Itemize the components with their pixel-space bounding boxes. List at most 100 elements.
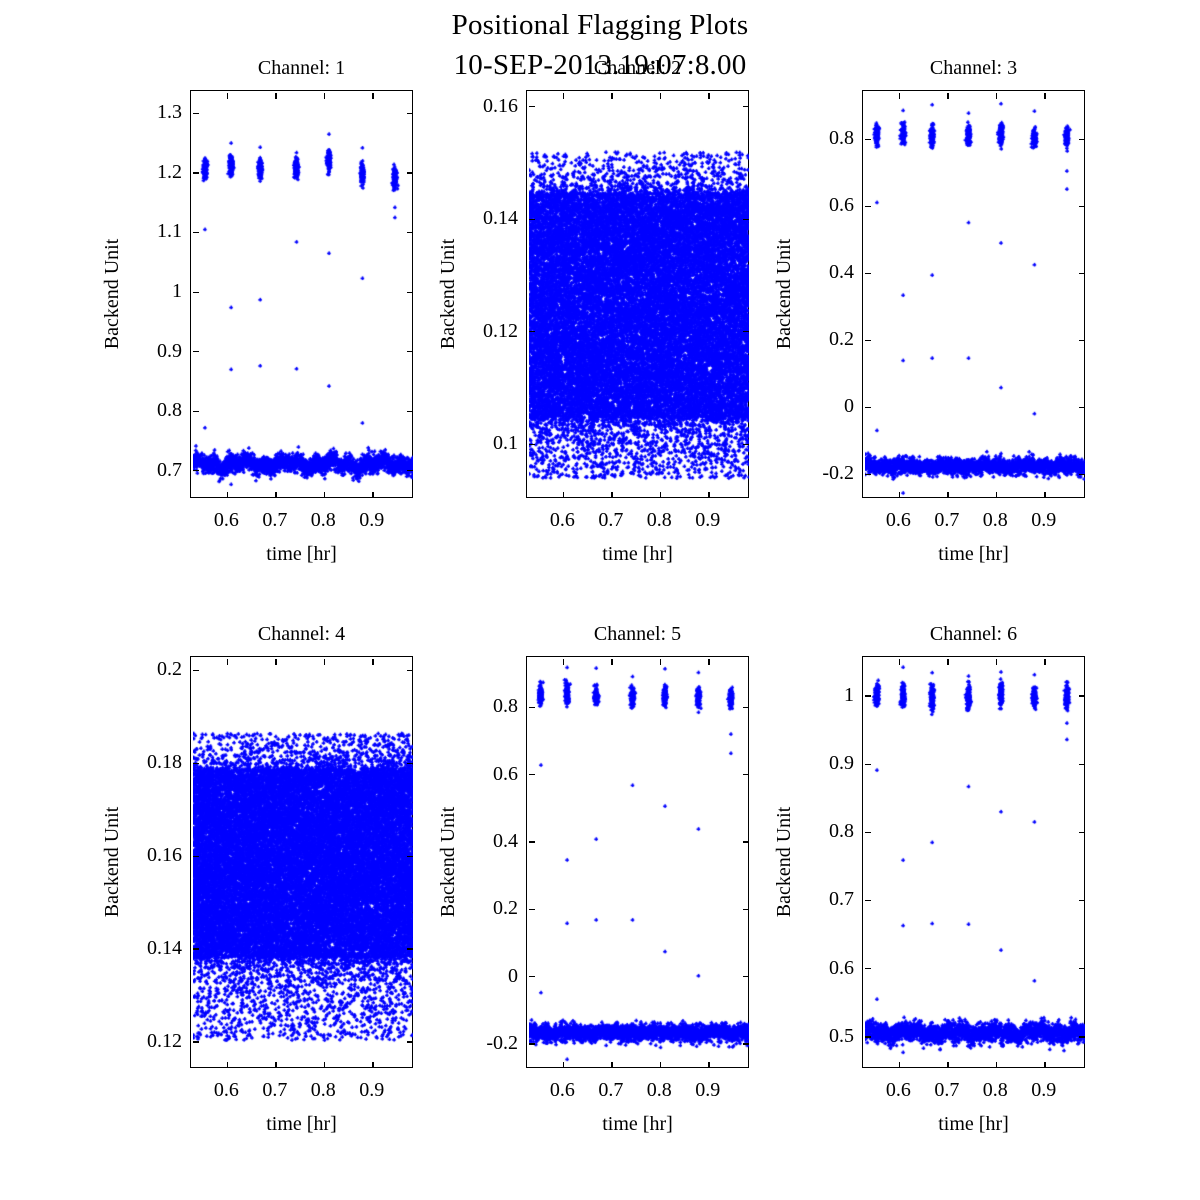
x-tick-label: 0.7 xyxy=(934,1079,960,1101)
y-tick-label: 0.12 xyxy=(147,1029,182,1052)
x-tick-mark xyxy=(226,658,229,665)
x-tick-mark xyxy=(562,1061,565,1068)
y-tick-mark xyxy=(864,406,871,408)
subplot-channel-6: Channel: 6 0.5 0.6 0.7 0.8 0.9 1 0.6 0.7 0.8 0.9 ti… xyxy=(773,623,1085,1135)
y-tick-mark xyxy=(742,106,749,108)
y-tick-mark xyxy=(742,706,749,709)
y-tick-mark xyxy=(406,762,413,764)
y-tick-mark xyxy=(864,763,871,765)
x-tick-label: 0.6 xyxy=(213,1079,239,1101)
y-tick-label: 0.14 xyxy=(147,936,182,959)
x-tick-mark xyxy=(947,491,949,498)
x-tick-mark xyxy=(226,491,229,498)
y-tick-mark xyxy=(1078,763,1085,765)
x-tick-mark xyxy=(659,658,662,665)
y-tick-mark xyxy=(406,112,413,115)
y-tick-mark xyxy=(528,774,535,776)
axes-frame xyxy=(526,90,749,498)
y-tick-label: 0.1 xyxy=(493,432,518,455)
figure-title: Positional Flagging Plots xyxy=(451,9,749,41)
x-tick-mark xyxy=(947,92,949,99)
x-tick-mark xyxy=(611,491,613,498)
y-tick-mark xyxy=(528,331,535,333)
y-tick-label: 1 xyxy=(844,683,854,706)
x-tick-mark xyxy=(708,92,710,99)
y-tick-mark xyxy=(192,172,199,174)
y-tick-mark xyxy=(192,291,199,293)
subplot-title: Channel: 6 xyxy=(929,623,1018,645)
y-tick-label: 1.3 xyxy=(157,101,182,124)
y-tick-label: 0.6 xyxy=(493,762,518,785)
y-tick-mark xyxy=(742,443,749,445)
y-tick-mark xyxy=(742,331,749,333)
y-tick-label: 0.14 xyxy=(483,207,518,230)
y-tick-label: 0.12 xyxy=(483,319,518,342)
x-tick-mark xyxy=(323,658,326,665)
x-tick-mark xyxy=(611,658,613,665)
x-tick-label: 0.8 xyxy=(982,1079,1008,1101)
axes-frame xyxy=(862,90,1085,498)
y-tick-mark xyxy=(742,774,749,776)
x-tick-label: 0.6 xyxy=(885,509,911,531)
x-tick-mark xyxy=(226,1061,229,1068)
y-tick-mark xyxy=(192,669,199,671)
x-tick-mark xyxy=(323,491,326,498)
x-tick-mark xyxy=(372,92,374,99)
x-tick-label: 0.8 xyxy=(646,1079,672,1101)
x-tick-mark xyxy=(372,491,374,498)
y-tick-mark xyxy=(528,976,535,978)
y-tick-mark xyxy=(528,841,535,843)
subplot-channel-5: Channel: 5 -0.2 0 0.2 0.4 0.6 0.8 0.6 0.7 0.8 0.9 t… xyxy=(437,623,749,1135)
x-tick-mark xyxy=(1044,92,1046,99)
y-tick-label: 0.4 xyxy=(493,829,518,852)
y-axis-label: Backend Unit xyxy=(101,238,123,350)
y-tick-mark xyxy=(1078,968,1085,970)
y-tick-mark xyxy=(1078,899,1085,902)
x-tick-mark xyxy=(898,92,901,99)
x-tick-mark xyxy=(898,1061,901,1068)
y-tick-label: 0.7 xyxy=(829,888,854,911)
x-tick-label: 0.8 xyxy=(982,509,1008,531)
x-tick-label: 0.8 xyxy=(310,509,336,531)
axes-frame xyxy=(190,656,413,1068)
y-tick-mark xyxy=(1078,138,1085,141)
axes-frame xyxy=(862,656,1085,1068)
scatter-plot-area xyxy=(528,658,749,1068)
x-tick-label: 0.8 xyxy=(646,509,672,531)
y-tick-label: 0.4 xyxy=(829,261,854,284)
x-tick-mark xyxy=(1044,1061,1046,1068)
y-tick-label: 1.1 xyxy=(157,220,182,243)
y-tick-mark xyxy=(742,976,749,978)
y-tick-label: 0.7 xyxy=(157,458,182,481)
y-tick-mark xyxy=(528,1043,535,1045)
y-tick-mark xyxy=(406,470,413,472)
y-tick-mark xyxy=(864,473,871,475)
y-axis-label: Backend Unit xyxy=(773,238,795,350)
subplot-title: Channel: 2 xyxy=(593,57,682,79)
y-tick-label: 0.5 xyxy=(829,1024,854,1047)
y-tick-label: 0.8 xyxy=(829,820,854,843)
x-axis-label: time [hr] xyxy=(602,543,673,565)
y-axis-label: Backend Unit xyxy=(773,806,795,918)
y-tick-mark xyxy=(192,470,199,472)
x-tick-label: 0.7 xyxy=(598,509,624,531)
x-tick-mark xyxy=(562,491,565,498)
y-tick-mark xyxy=(1078,339,1085,341)
scatter-plot-area xyxy=(864,658,1085,1068)
subplot-title: Channel: 1 xyxy=(257,57,346,79)
y-tick-mark xyxy=(864,1036,871,1038)
x-tick-mark xyxy=(898,491,901,498)
subplot-channel-2: Channel: 2 0.1 0.12 0.14 0.16 0.6 0.7 0.8 0.9 tim… xyxy=(437,57,749,565)
x-axis-label: time [hr] xyxy=(938,543,1009,565)
y-tick-mark xyxy=(864,899,871,902)
x-tick-mark xyxy=(323,1061,326,1068)
x-axis-label: time [hr] xyxy=(266,1113,337,1135)
x-tick-mark xyxy=(995,658,998,665)
subplot-title: Channel: 5 xyxy=(593,623,682,645)
x-tick-mark xyxy=(995,92,998,99)
axes-frame xyxy=(526,656,749,1068)
y-tick-mark xyxy=(1078,205,1085,208)
x-tick-mark xyxy=(708,658,710,665)
x-tick-label: 0.6 xyxy=(213,509,239,531)
